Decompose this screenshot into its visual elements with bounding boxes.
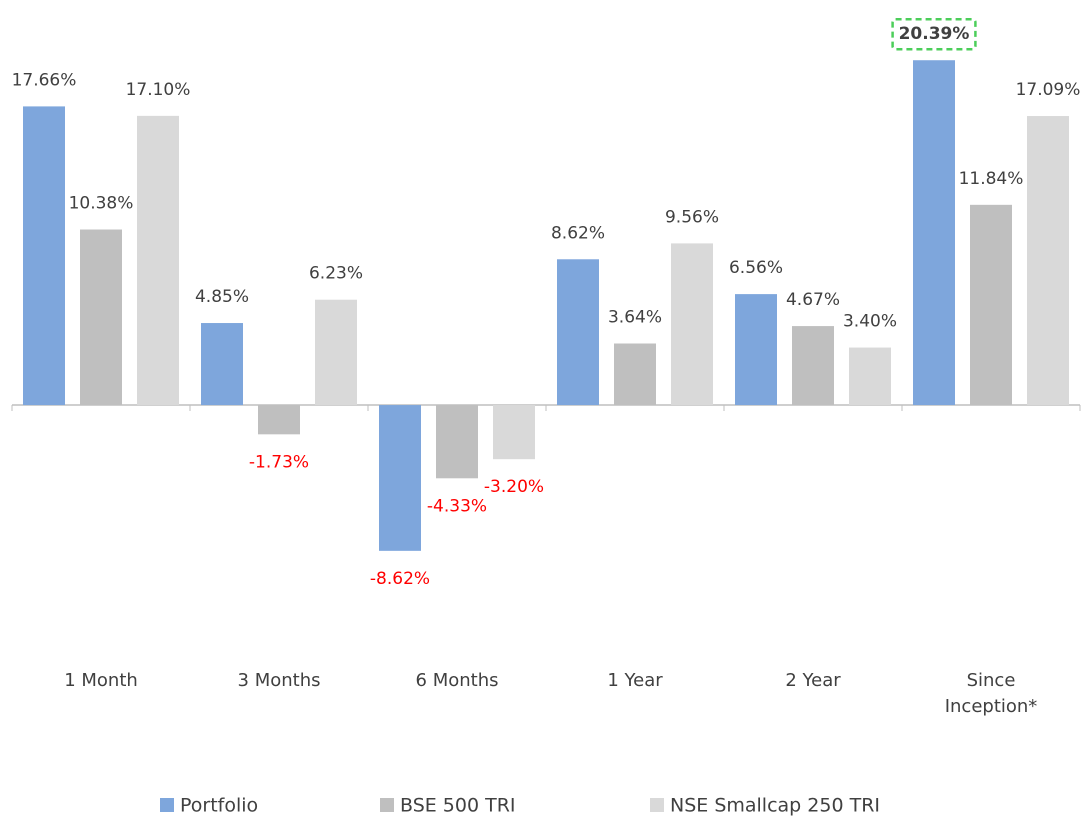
x-tick-label: Since Inception* [944,670,1038,717]
data-label: 17.10% [126,80,191,100]
legend-swatch [650,798,664,812]
legend-swatch [380,798,394,812]
highlight-box [891,17,977,51]
data-label: 3.64% [608,308,662,328]
bar [436,405,478,479]
legend-swatch [160,798,174,812]
legend-label: NSE Smallcap 250 TRI [670,795,880,817]
bar [913,60,955,406]
bar [379,405,421,551]
bar [1027,116,1069,406]
bar [80,229,122,406]
data-label: 6.23% [309,264,363,284]
x-tick-label: 1 Month [64,670,138,691]
bar [792,326,834,406]
legend-label: Portfolio [180,795,258,817]
data-label: 3.40% [843,312,897,332]
bar [735,294,777,406]
bar [137,115,179,406]
data-label: 20.39% [899,24,970,44]
x-tick-label: 1 Year [607,670,663,691]
bar [671,243,713,406]
bar [970,204,1012,406]
data-label: 4.85% [195,287,249,307]
data-label: 10.38% [69,194,134,214]
data-label: -4.33% [427,496,487,516]
data-label: -3.20% [484,477,544,497]
bar [201,323,243,406]
bar [23,106,65,406]
x-tick-label: 6 Months [415,670,499,691]
data-label: -1.73% [249,452,309,472]
bar [493,405,535,460]
bar [557,259,599,406]
data-label: 6.56% [729,258,783,278]
data-label: 11.84% [959,169,1024,189]
data-label: 17.09% [1016,80,1081,100]
bar [849,347,891,406]
x-tick-label: 3 Months [237,670,321,691]
bar [258,405,300,435]
data-label: 9.56% [665,207,719,227]
data-label: 4.67% [786,290,840,310]
bar [315,299,357,406]
legend-label: BSE 500 TRI [400,795,516,817]
data-label: 17.66% [12,70,77,90]
x-tick-label: 2 Year [785,670,841,691]
data-label: 8.62% [551,223,605,243]
data-label: -8.62% [370,569,430,589]
bar [614,343,656,406]
